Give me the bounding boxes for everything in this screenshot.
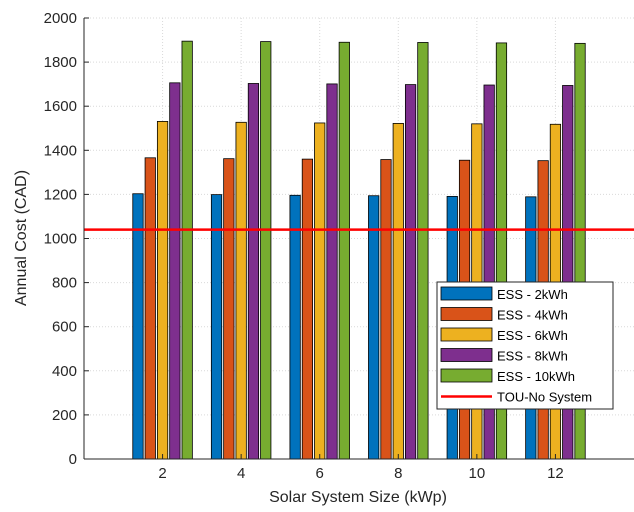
y-tick-label: 600 bbox=[52, 319, 77, 336]
x-tick-label: 12 bbox=[547, 465, 564, 482]
bar bbox=[392, 122, 404, 460]
bar bbox=[223, 158, 235, 460]
legend-swatch bbox=[440, 286, 493, 301]
y-tick-label: 800 bbox=[52, 275, 77, 292]
bar bbox=[144, 157, 156, 460]
legend-label: ESS - 10kWh bbox=[497, 369, 575, 384]
legend-swatch bbox=[440, 327, 493, 342]
bar bbox=[132, 193, 144, 460]
bar bbox=[338, 41, 350, 460]
bar bbox=[404, 84, 417, 460]
bar bbox=[169, 82, 181, 460]
bar bbox=[380, 159, 392, 460]
legend-label: ESS - 8kWh bbox=[497, 349, 568, 364]
bar bbox=[289, 194, 301, 460]
legend-label: ESS - 2kWh bbox=[497, 287, 568, 302]
axes: 0 200 400 600 800 1000 1200 1400 1600 1800 2000 2 4 6… bbox=[44, 10, 634, 482]
bar bbox=[235, 121, 247, 460]
legend-swatch bbox=[440, 368, 493, 383]
legend-swatch bbox=[440, 307, 493, 321]
x-tick-label: 10 bbox=[469, 465, 486, 482]
y-tick-label: 1400 bbox=[44, 142, 77, 159]
legend-items: ESS - 2kWh ESS - 4kWh ESS - 6kWh ESS - 8kWh… bbox=[440, 286, 592, 405]
legend: ESS - 2kWh ESS - 4kWh ESS - 6kWh ESS - 8kWh… bbox=[436, 281, 614, 410]
bar bbox=[260, 41, 272, 460]
y-tick-label: 1600 bbox=[44, 98, 77, 115]
legend-swatch bbox=[440, 348, 493, 362]
y-tick-label: 0 bbox=[69, 451, 77, 468]
bar bbox=[326, 83, 338, 460]
y-tick-label: 2000 bbox=[44, 10, 77, 27]
y-tick-label: 1800 bbox=[44, 54, 77, 71]
bar bbox=[247, 83, 260, 460]
bar bbox=[368, 195, 380, 460]
bar bbox=[181, 40, 193, 460]
x-tick-label: 4 bbox=[237, 465, 245, 482]
bar bbox=[156, 121, 169, 460]
x-tick-label: 6 bbox=[316, 465, 324, 482]
legend-label: ESS - 6kWh bbox=[497, 328, 568, 343]
x-tick-label: 8 bbox=[394, 465, 402, 482]
bar bbox=[210, 194, 223, 460]
legend-label: ESS - 4kWh bbox=[497, 308, 568, 323]
y-tick-label: 1200 bbox=[44, 186, 77, 203]
y-tick-label: 200 bbox=[52, 407, 77, 424]
y-tick-label: 400 bbox=[52, 363, 77, 380]
bar bbox=[314, 122, 326, 460]
y-axis-title: Annual Cost (CAD) bbox=[13, 170, 30, 306]
legend-label: TOU-No System bbox=[497, 390, 592, 405]
legend-box bbox=[436, 281, 614, 410]
bar bbox=[301, 158, 314, 460]
x-axis-title: Solar System Size (kWp) bbox=[269, 489, 447, 506]
y-tick-label: 1000 bbox=[44, 231, 77, 248]
bar bbox=[417, 42, 429, 460]
x-tick-label: 2 bbox=[158, 465, 166, 482]
